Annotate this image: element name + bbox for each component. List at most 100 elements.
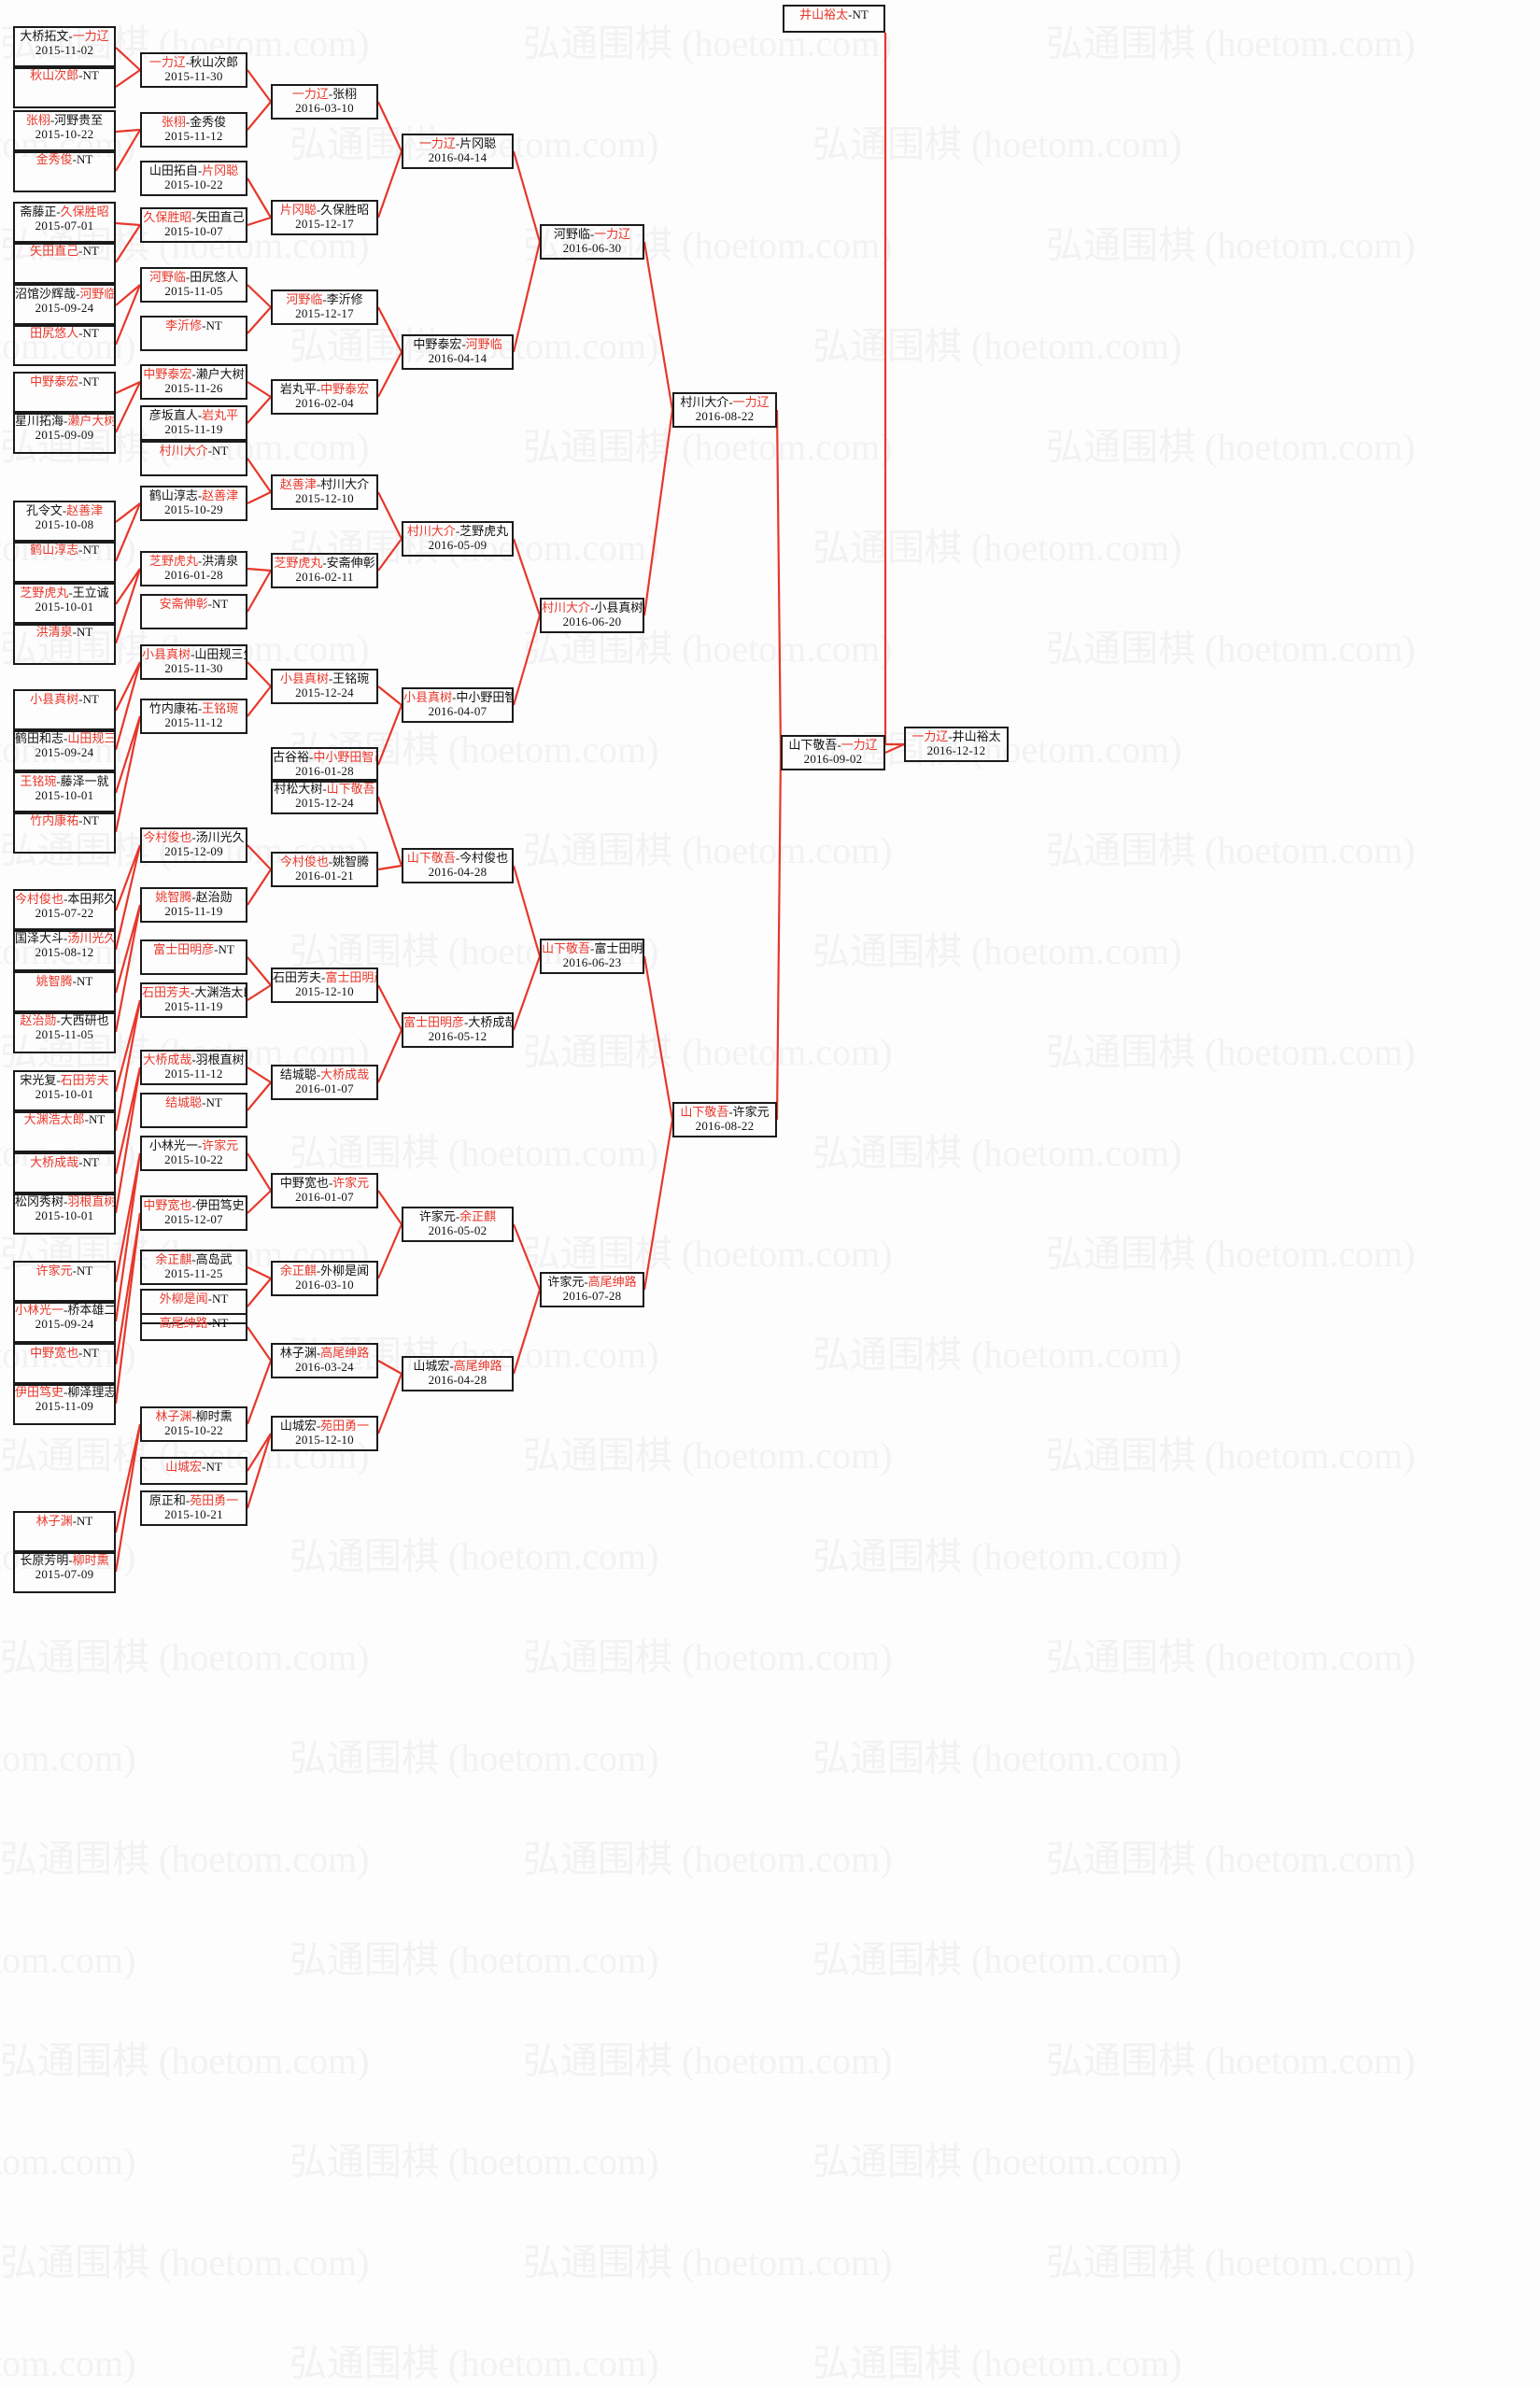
match-box[interactable]: 大桥成哉-NT <box>13 1152 116 1195</box>
match-box[interactable]: 岩丸平-中野泰宏 2016-02-04 <box>271 379 378 415</box>
match-box[interactable]: 井山裕太-NT <box>783 5 885 33</box>
match-date: 2016-02-11 <box>295 569 354 584</box>
match-box[interactable]: 金秀俊-NT <box>13 149 116 192</box>
match-box[interactable]: 斋藤正-久保胜昭 2015-07-01 <box>13 202 116 245</box>
match-box[interactable]: 小林光一-许家元 2015-10-22 <box>140 1136 247 1171</box>
match-box[interactable]: 许家元-余正麒 2016-05-02 <box>402 1207 514 1242</box>
match-box[interactable]: 小县真树-中小野田智己2016-04-07 <box>402 687 514 723</box>
match-box[interactable]: 山城宏-高尾绅路 2016-04-28 <box>402 1356 514 1391</box>
match-box[interactable]: 许家元-高尾绅路 2016-07-28 <box>540 1272 644 1307</box>
match-box[interactable]: 一力辽-井山裕太 2016-12-12 <box>904 727 1009 762</box>
match-box[interactable]: 今村俊也-姚智腾 2016-01-21 <box>271 852 378 887</box>
match-box[interactable]: 秋山次郎-NT <box>13 65 116 108</box>
match-box[interactable]: 古谷裕-中小野田智己2016-01-28 <box>271 747 378 783</box>
match-players: 山城宏-NT <box>142 1459 246 1475</box>
match-box[interactable]: 河野临-李沂修 2015-12-17 <box>271 290 378 325</box>
match-box[interactable]: 中野宽也-许家元 2016-01-07 <box>271 1173 378 1208</box>
match-box[interactable]: 林子渊-NT <box>13 1511 116 1554</box>
connector-line <box>376 1029 403 1083</box>
match-box[interactable]: 许家元-NT <box>13 1261 116 1304</box>
match-box[interactable]: 国泽大斗-汤川光久 2015-08-12 <box>13 928 116 971</box>
watermark-text: 弘通围棋 (hoetom.com) <box>290 1939 659 1981</box>
match-box[interactable]: 山下敬吾-今村俊也 2016-04-28 <box>402 848 514 883</box>
match-box[interactable]: 村松大树-山下敬吾 2015-12-24 <box>271 779 378 814</box>
match-box[interactable]: 李沂修-NT <box>140 316 247 351</box>
match-box[interactable]: 松冈秀树-羽根直树 2015-10-01 <box>13 1192 116 1235</box>
match-box[interactable]: 竹内康祐-王铭琬 2015-11-12 <box>140 699 247 734</box>
match-box[interactable]: 原正和-苑田勇一 2015-10-21 <box>140 1490 247 1526</box>
match-box[interactable]: 姚智腾-NT <box>13 971 116 1014</box>
match-box[interactable]: 伊田笃史-柳泽理志 2015-11-09 <box>13 1382 116 1425</box>
match-box[interactable]: 结城聪-NT <box>140 1093 247 1128</box>
match-box[interactable]: 小县真树-山田规三生2015-11-30 <box>140 644 247 680</box>
match-box[interactable]: 高尾绅路-NT <box>140 1313 247 1341</box>
match-box[interactable]: 外柳是闻-NT <box>140 1289 247 1324</box>
match-box[interactable]: 一力辽-张栩 2016-03-10 <box>271 84 378 120</box>
match-box[interactable]: 余正麒-外柳是闻 2016-03-10 <box>271 1261 378 1296</box>
match-box[interactable]: 中野泰宏-NT <box>13 372 116 415</box>
match-box[interactable]: 鹤山淳志-NT <box>13 540 116 583</box>
match-box[interactable]: 富士田明彦-NT <box>140 939 247 975</box>
match-box[interactable]: 山城宏-NT <box>140 1457 247 1485</box>
match-box[interactable]: 姚智腾-赵治勋 2015-11-19 <box>140 887 247 923</box>
match-box[interactable]: 小林光一-桥本雄二郎2015-09-24 <box>13 1300 116 1343</box>
name-separator: - <box>316 1067 321 1081</box>
match-box[interactable]: 大桥拓文-一力辽 2015-11-02 <box>13 26 116 69</box>
match-box[interactable]: 林子渊-高尾绅路 2016-03-24 <box>271 1343 378 1378</box>
match-box[interactable]: 中野泰宏-河野临 2016-04-14 <box>402 334 514 370</box>
match-box[interactable]: 宋光复-石田芳夫 2015-10-01 <box>13 1070 116 1113</box>
match-box[interactable]: 小县真树-NT <box>13 689 116 732</box>
match-box[interactable]: 田尻悠人-NT <box>13 323 116 366</box>
match-box[interactable]: 富士田明彦-大桥成哉 2016-05-12 <box>402 1012 514 1048</box>
match-box[interactable]: 矢田直己-NT <box>13 241 116 284</box>
match-box[interactable]: 大桥成哉-羽根直树 2015-11-12 <box>140 1050 247 1085</box>
match-box[interactable]: 山下敬吾-一力辽 2016-09-02 <box>781 735 885 770</box>
match-box[interactable]: 沼馆沙辉哉-河野临 2015-09-24 <box>13 284 116 327</box>
match-box[interactable]: 村川大介-一力辽 2016-08-22 <box>672 392 777 428</box>
match-box[interactable]: 河野临-田尻悠人 2015-11-05 <box>140 267 247 303</box>
match-box[interactable]: 山下敬吾-富士田明彦2016-06-23 <box>540 939 644 974</box>
match-box[interactable]: 山城宏-苑田勇一 2015-12-10 <box>271 1416 378 1451</box>
match-box[interactable]: 一力辽-片冈聪 2016-04-14 <box>402 134 514 169</box>
match-box[interactable]: 小县真树-王铭琬 2015-12-24 <box>271 669 378 704</box>
match-box[interactable]: 鹤田和志-山田规三生2015-09-24 <box>13 728 116 771</box>
match-box[interactable]: 一力辽-秋山次郎 2015-11-30 <box>140 52 247 88</box>
match-players: 林子渊-NT <box>15 1513 114 1529</box>
loser-name: NT <box>205 1095 222 1109</box>
match-box[interactable]: 中野宽也-NT <box>13 1343 116 1386</box>
match-box[interactable]: 星川拓海-濑户大树 2015-09-09 <box>13 411 116 454</box>
match-box[interactable]: 久保胜昭-矢田直己 2015-10-07 <box>140 207 247 243</box>
match-box[interactable]: 大渊浩太郎-NT <box>13 1109 116 1152</box>
match-box[interactable]: 今村俊也-本田邦久 2015-07-22 <box>13 889 116 932</box>
match-box[interactable]: 长原芳明-柳时熏 2015-07-09 <box>13 1550 116 1593</box>
match-box[interactable]: 张栩-金秀俊 2015-11-12 <box>140 112 247 148</box>
match-box[interactable]: 余正麒-高岛武 2015-11-25 <box>140 1250 247 1285</box>
match-box[interactable]: 赵治勋-大西研也 2015-11-05 <box>13 1010 116 1053</box>
match-box[interactable]: 鹤山淳志-赵善津 2015-10-29 <box>140 486 247 521</box>
match-box[interactable]: 芝野虎丸-王立诚 2015-10-01 <box>13 583 116 626</box>
match-box[interactable]: 片冈聪-久保胜昭 2015-12-17 <box>271 200 378 235</box>
match-box[interactable]: 石田芳夫-大渊浩太郎2015-11-19 <box>140 982 247 1018</box>
match-box[interactable]: 中野泰宏-濑户大树 2015-11-26 <box>140 364 247 400</box>
match-box[interactable]: 村川大介-NT <box>140 441 247 476</box>
match-box[interactable]: 彦坂直人-岩丸平 2015-11-19 <box>140 405 247 441</box>
match-box[interactable]: 中野宽也-伊田笃史 2015-12-07 <box>140 1195 247 1231</box>
match-box[interactable]: 赵善津-村川大介 2015-12-10 <box>271 474 378 510</box>
match-box[interactable]: 芝野虎丸-安斋伸彰 2016-02-11 <box>271 553 378 588</box>
match-box[interactable]: 石田芳夫-富士田明彦2015-12-10 <box>271 968 378 1003</box>
match-box[interactable]: 张栩-河野贵至 2015-10-22 <box>13 110 116 153</box>
match-box[interactable]: 洪清泉-NT <box>13 622 116 665</box>
match-box[interactable]: 河野临-一力辽 2016-06-30 <box>540 224 644 260</box>
match-box[interactable]: 安斋伸彰-NT <box>140 594 247 629</box>
match-box[interactable]: 芝野虎丸-洪清泉 2016-01-28 <box>140 551 247 586</box>
match-box[interactable]: 林子渊-柳时熏 2015-10-22 <box>140 1406 247 1442</box>
match-box[interactable]: 结城聪-大桥成哉 2016-01-07 <box>271 1065 378 1100</box>
match-box[interactable]: 孔令文-赵善津 2015-10-08 <box>13 501 116 544</box>
match-box[interactable]: 王铭琬-藤泽一就 2015-10-01 <box>13 771 116 814</box>
match-box[interactable]: 竹内康祐-NT <box>13 811 116 854</box>
match-box[interactable]: 村川大介-小县真树 2016-06-20 <box>540 598 644 633</box>
match-box[interactable]: 今村俊也-汤川光久 2015-12-09 <box>140 827 247 863</box>
match-box[interactable]: 村川大介-芝野虎丸 2016-05-09 <box>402 521 514 557</box>
match-box[interactable]: 山下敬吾-许家元 2016-08-22 <box>672 1102 777 1137</box>
match-box[interactable]: 山田拓自-片冈聪 2015-10-22 <box>140 161 247 196</box>
